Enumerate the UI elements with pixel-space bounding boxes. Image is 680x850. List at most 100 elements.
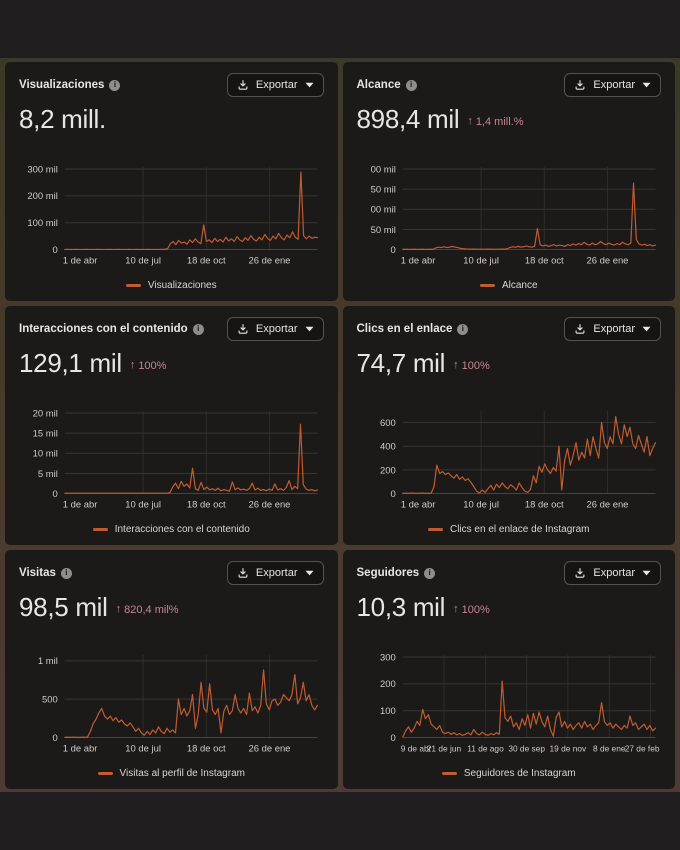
legend-dash-icon bbox=[97, 772, 113, 775]
chart-legend: Alcance bbox=[357, 280, 662, 293]
svg-text:300: 300 bbox=[380, 652, 396, 663]
metric-value-row: 10,3 mil ↑ 100% bbox=[357, 593, 662, 622]
legend-label: Clics en el enlace de Instagram bbox=[449, 524, 590, 535]
svg-text:100: 100 bbox=[380, 706, 396, 717]
bottom-bar bbox=[0, 792, 680, 850]
card-header: Seguidores i Exportar bbox=[357, 561, 661, 585]
svg-text:0: 0 bbox=[390, 489, 395, 500]
svg-text:50 mil: 50 mil bbox=[370, 184, 395, 195]
svg-text:600: 600 bbox=[380, 417, 396, 428]
card-header: Alcance i Exportar bbox=[357, 73, 661, 97]
svg-text:10 de jul: 10 de jul bbox=[463, 499, 499, 510]
download-icon bbox=[574, 323, 586, 335]
svg-text:00 mil: 00 mil bbox=[370, 204, 395, 215]
trend-badge: ↑ 820,4 mil% bbox=[116, 604, 179, 616]
info-icon[interactable]: i bbox=[192, 323, 204, 335]
metric-value: 898,4 mil bbox=[356, 104, 460, 134]
export-button[interactable]: Exportar bbox=[564, 73, 661, 97]
trend-badge: ↑ 100% bbox=[453, 604, 490, 616]
svg-text:26 de ene: 26 de ene bbox=[248, 499, 290, 510]
info-icon[interactable]: i bbox=[405, 79, 417, 91]
metric-value-row: 129,1 mil ↑ 100% bbox=[19, 349, 324, 378]
trend-up-arrow-icon: ↑ bbox=[115, 603, 122, 616]
svg-text:100 mil: 100 mil bbox=[27, 218, 57, 229]
card-title: Clics en el enlace bbox=[356, 323, 453, 335]
trend-value: 100% bbox=[138, 359, 167, 372]
trend-value: 100% bbox=[461, 603, 490, 616]
metric-card: Interacciones con el contenido i Exporta… bbox=[5, 306, 338, 545]
chevron-down-icon bbox=[642, 326, 651, 332]
metric-card: Visitas i Exportar 98,5 mil ↑ bbox=[5, 550, 338, 789]
svg-text:10 de jul: 10 de jul bbox=[463, 255, 499, 266]
info-icon[interactable]: i bbox=[424, 567, 436, 579]
line-chart: 1 mil 500 0 1 de abr 10 de jul 18 de oct 26 de… bbox=[19, 626, 324, 765]
export-button[interactable]: Exportar bbox=[564, 561, 661, 585]
svg-text:18 de oct: 18 de oct bbox=[187, 499, 226, 510]
svg-text:0: 0 bbox=[53, 245, 58, 256]
svg-text:26 de ene: 26 de ene bbox=[248, 255, 290, 266]
card-title-group: Interacciones con el contenido i bbox=[19, 323, 204, 335]
svg-text:18 de oct: 18 de oct bbox=[524, 499, 563, 510]
svg-text:1 de abr: 1 de abr bbox=[63, 255, 98, 266]
metric-value: 8,2 mill. bbox=[19, 104, 106, 134]
svg-text:10 mil: 10 mil bbox=[33, 448, 58, 459]
svg-text:400: 400 bbox=[380, 441, 396, 452]
svg-text:1 de abr: 1 de abr bbox=[63, 499, 98, 510]
export-button[interactable]: Exportar bbox=[226, 73, 324, 97]
legend-dash-icon bbox=[427, 528, 443, 531]
svg-text:200: 200 bbox=[380, 465, 396, 476]
svg-text:18 de oct: 18 de oct bbox=[187, 255, 226, 266]
export-button[interactable]: Exportar bbox=[226, 561, 324, 585]
trend-value: 1,4 mill.% bbox=[475, 115, 524, 128]
metric-value-row: 8,2 mill. ↑ bbox=[19, 105, 324, 134]
svg-text:21 de jun: 21 de jun bbox=[426, 743, 461, 753]
line-chart: 300 200 100 0 9 de abr 21 de jun 11 de ago 30 d… bbox=[357, 626, 662, 765]
export-label: Exportar bbox=[255, 323, 298, 335]
card-title: Interacciones con el contenido bbox=[19, 323, 188, 335]
svg-text:15 mil: 15 mil bbox=[33, 428, 58, 439]
download-icon bbox=[574, 79, 586, 91]
download-icon bbox=[237, 567, 249, 579]
export-label: Exportar bbox=[593, 567, 635, 579]
legend-label: Alcance bbox=[501, 280, 538, 291]
svg-text:1 de abr: 1 de abr bbox=[63, 743, 98, 754]
svg-text:500: 500 bbox=[42, 694, 58, 705]
chevron-down-icon bbox=[305, 570, 314, 576]
svg-text:8 de ene: 8 de ene bbox=[593, 743, 626, 753]
info-icon[interactable]: i bbox=[457, 323, 469, 335]
export-button[interactable]: Exportar bbox=[226, 317, 324, 341]
card-title: Visitas bbox=[19, 567, 56, 579]
line-chart: 00 mil 50 mil 00 mil 50 mil 0 1 de abr 10 de j… bbox=[357, 138, 662, 277]
legend-label: Seguidores de Instagram bbox=[463, 768, 576, 779]
chevron-down-icon bbox=[642, 82, 651, 88]
svg-text:10 de jul: 10 de jul bbox=[125, 743, 161, 754]
download-icon bbox=[237, 79, 249, 91]
card-header: Visitas i Exportar bbox=[19, 561, 324, 585]
svg-text:20 mil: 20 mil bbox=[33, 408, 58, 419]
info-icon[interactable]: i bbox=[109, 79, 121, 91]
card-header: Clics en el enlace i Exportar bbox=[356, 317, 661, 341]
svg-text:1 de abr: 1 de abr bbox=[400, 255, 435, 266]
chart-legend: Clics en el enlace de Instagram bbox=[357, 524, 662, 537]
export-button[interactable]: Exportar bbox=[564, 317, 661, 341]
metric-value-row: 898,4 mil ↑ 1,4 mill.% bbox=[357, 105, 662, 134]
export-label: Exportar bbox=[255, 79, 298, 91]
export-label: Exportar bbox=[593, 323, 635, 335]
export-label: Exportar bbox=[255, 567, 298, 579]
metric-card: Alcance i Exportar 898,4 mil ↑ bbox=[342, 62, 675, 301]
svg-text:10 de jul: 10 de jul bbox=[125, 499, 161, 510]
svg-text:1 de abr: 1 de abr bbox=[400, 499, 435, 510]
card-title-group: Seguidores i bbox=[357, 567, 436, 579]
line-chart: 300 mil 200 mil 100 mil 0 1 de abr 10 de jul 1… bbox=[19, 138, 324, 277]
chevron-down-icon bbox=[305, 82, 314, 88]
card-title-group: Visitas i bbox=[19, 567, 72, 579]
metric-value-row: 74,7 mil ↑ 100% bbox=[357, 349, 662, 378]
card-title-group: Visualizaciones i bbox=[19, 79, 121, 91]
trend-up-arrow-icon: ↑ bbox=[453, 603, 459, 616]
metric-value: 10,3 mil bbox=[356, 592, 446, 622]
card-title: Seguidores bbox=[356, 567, 420, 579]
info-icon[interactable]: i bbox=[60, 567, 72, 579]
chart-legend: Interacciones con el contenido bbox=[19, 524, 324, 537]
legend-dash-icon bbox=[125, 284, 141, 287]
line-chart: 600 400 200 0 1 de abr 10 de jul 18 de oct 26 d… bbox=[357, 382, 662, 521]
